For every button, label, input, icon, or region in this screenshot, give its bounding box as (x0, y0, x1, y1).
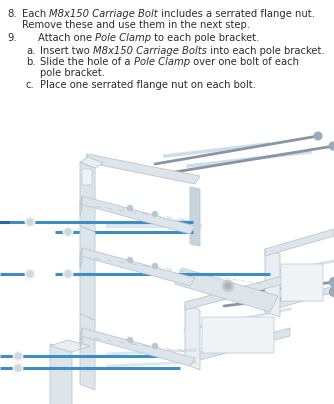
Polygon shape (80, 226, 95, 320)
Polygon shape (185, 328, 290, 364)
Text: Pole Clamp: Pole Clamp (134, 57, 190, 67)
Circle shape (13, 351, 23, 361)
Circle shape (65, 229, 71, 235)
FancyBboxPatch shape (281, 264, 323, 301)
Text: to each pole bracket.: to each pole bracket. (151, 33, 260, 43)
Circle shape (13, 363, 23, 373)
Polygon shape (80, 157, 103, 168)
Polygon shape (50, 340, 90, 352)
Polygon shape (175, 268, 278, 312)
Polygon shape (265, 229, 334, 256)
Circle shape (314, 131, 323, 141)
Circle shape (128, 337, 133, 343)
Text: Pole Clamp: Pole Clamp (95, 33, 151, 43)
Text: 9.: 9. (7, 33, 17, 43)
Polygon shape (80, 328, 195, 366)
Polygon shape (85, 154, 87, 168)
Circle shape (222, 280, 234, 292)
Circle shape (330, 278, 334, 286)
Polygon shape (185, 274, 290, 310)
Polygon shape (80, 196, 195, 234)
Text: into each pole bracket.: into each pole bracket. (207, 46, 324, 56)
Text: Place one serrated flange nut on each bolt.: Place one serrated flange nut on each bo… (40, 80, 256, 90)
Polygon shape (80, 248, 195, 286)
Circle shape (153, 343, 158, 349)
Circle shape (330, 288, 334, 297)
Text: Insert two: Insert two (40, 46, 93, 56)
Circle shape (329, 141, 334, 151)
Text: b.: b. (26, 57, 35, 67)
Polygon shape (190, 187, 200, 246)
Circle shape (65, 271, 71, 277)
Polygon shape (185, 304, 200, 370)
Text: includes a serrated flange nut.: includes a serrated flange nut. (158, 9, 315, 19)
Polygon shape (80, 162, 95, 232)
Polygon shape (80, 314, 95, 390)
Text: Remove these and use them in the next step.: Remove these and use them in the next st… (22, 20, 250, 30)
Polygon shape (265, 286, 334, 312)
Circle shape (63, 227, 73, 237)
Text: M8x150 Carriage Bolt: M8x150 Carriage Bolt (49, 9, 158, 19)
Text: 8.: 8. (7, 9, 16, 19)
Polygon shape (85, 154, 200, 184)
Circle shape (226, 284, 230, 288)
Text: c.: c. (26, 80, 35, 90)
Circle shape (224, 282, 232, 290)
Polygon shape (80, 248, 82, 269)
Circle shape (27, 271, 33, 277)
Circle shape (153, 263, 158, 269)
Text: Each: Each (22, 9, 49, 19)
Circle shape (128, 257, 133, 263)
Text: Slide the hole of a: Slide the hole of a (40, 57, 134, 67)
FancyBboxPatch shape (82, 169, 92, 185)
Circle shape (15, 353, 21, 359)
Text: M8x150 Carriage Bolts: M8x150 Carriage Bolts (93, 46, 207, 56)
Text: pole bracket.: pole bracket. (40, 68, 105, 78)
Text: Attach one: Attach one (38, 33, 95, 43)
FancyBboxPatch shape (202, 317, 274, 353)
Circle shape (15, 365, 21, 371)
Circle shape (27, 219, 33, 225)
Circle shape (63, 269, 73, 279)
Polygon shape (80, 328, 82, 349)
Polygon shape (50, 344, 72, 404)
Circle shape (25, 269, 35, 279)
Circle shape (153, 212, 158, 217)
Text: a.: a. (26, 46, 35, 56)
Circle shape (128, 206, 133, 210)
Text: over one bolt of each: over one bolt of each (190, 57, 299, 67)
Polygon shape (80, 196, 82, 216)
Circle shape (25, 217, 35, 227)
Polygon shape (265, 249, 280, 317)
